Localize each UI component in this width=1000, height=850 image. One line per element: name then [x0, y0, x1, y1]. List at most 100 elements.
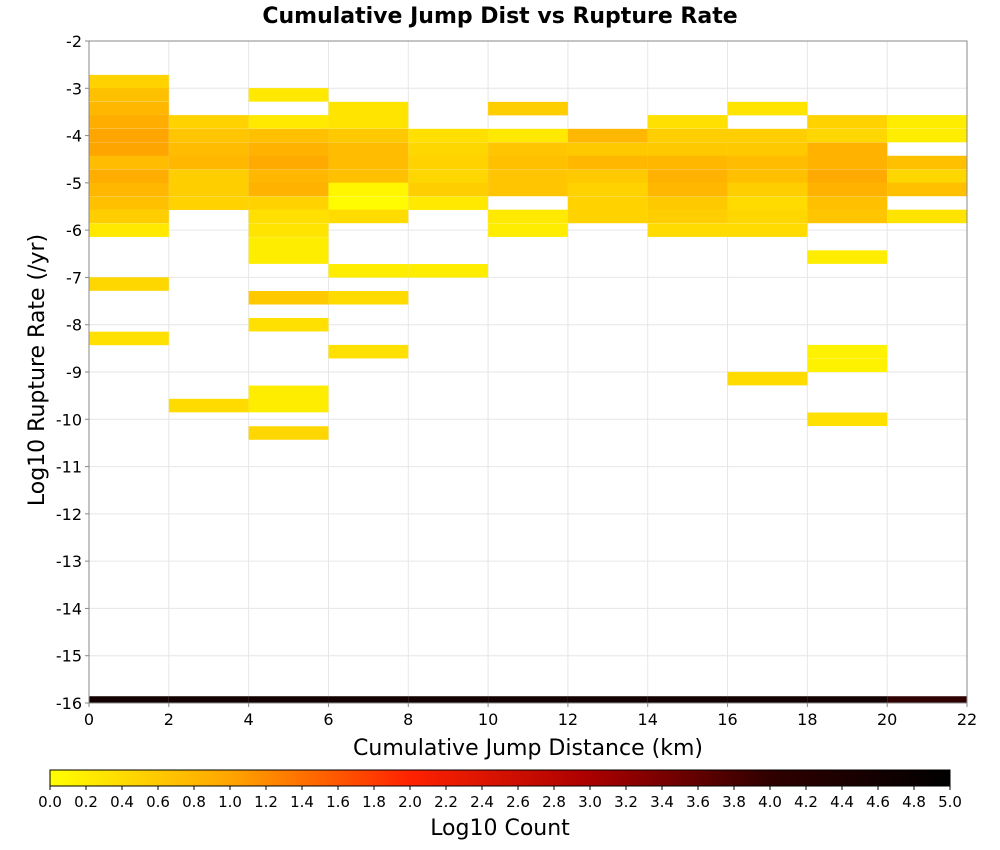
heatmap-cell [807, 250, 888, 264]
y-tick-label: -7 [66, 268, 82, 287]
colorbar-tick-label: 3.2 [614, 793, 638, 811]
heatmap-cell [89, 196, 169, 210]
chart-title: Cumulative Jump Dist vs Rupture Rate [262, 4, 737, 29]
heatmap-cell [168, 398, 249, 413]
heatmap-cell [408, 696, 489, 703]
heatmap-cell [89, 209, 169, 224]
colorbar-tick-label: 2.6 [506, 793, 530, 811]
heatmap-cell [727, 128, 808, 143]
colorbar-tick-label: 4.6 [866, 793, 890, 811]
heatmap-cell [727, 142, 808, 157]
colorbar-tick-label: 2.0 [398, 793, 422, 811]
heatmap-cell [807, 182, 888, 197]
heatmap-cell [727, 371, 808, 386]
x-tick-label: 0 [84, 710, 94, 729]
heatmap-cell [328, 182, 409, 197]
heatmap-cell [89, 88, 169, 102]
y-tick-label: -5 [66, 174, 82, 193]
heatmap-cell [408, 182, 489, 197]
y-tick-label: -11 [56, 458, 82, 477]
heatmap-cell [248, 155, 329, 170]
heatmap-cell [647, 115, 728, 129]
heatmap-cell [328, 169, 409, 183]
heatmap-cell [647, 182, 728, 197]
x-axis-label: Cumulative Jump Distance (km) [353, 736, 703, 761]
x-tick-label: 18 [797, 710, 817, 729]
heatmap-cell [488, 128, 568, 143]
heatmap-cell [89, 128, 169, 143]
heatmap-cell [807, 209, 888, 224]
heatmap-cell [807, 142, 888, 157]
x-tick-label: 4 [244, 710, 254, 729]
heatmap-cell [727, 196, 808, 210]
heatmap-cell [168, 169, 249, 183]
y-tick-label: -13 [56, 552, 82, 571]
heatmap-cell [408, 142, 489, 157]
x-tick-label: 22 [957, 710, 977, 729]
y-tick-label: -9 [66, 363, 82, 382]
heatmap-cell [567, 155, 648, 170]
heatmap-cell [408, 128, 489, 143]
heatmap-cell [89, 115, 169, 129]
heatmap-cell [328, 344, 409, 359]
heatmap-cell [567, 196, 648, 210]
heatmap-cell [89, 277, 169, 291]
x-tick-label: 16 [717, 710, 737, 729]
colorbar-tick-label: 2.8 [542, 793, 566, 811]
heatmap-cell [168, 142, 249, 157]
heatmap-cell [567, 128, 648, 143]
heatmap-cell [248, 169, 329, 183]
colorbar-tick-label: 0.8 [182, 793, 206, 811]
y-tick-label: -8 [66, 316, 82, 335]
heatmap-cell [887, 128, 967, 143]
colorbar-tick-label: 1.6 [326, 793, 350, 811]
heatmap-cell [647, 155, 728, 170]
y-tick-label: -6 [66, 221, 82, 240]
heatmap-cell [168, 182, 249, 197]
heatmap-cell [647, 169, 728, 183]
heatmap-cell [727, 101, 808, 116]
heatmap-cell [89, 331, 169, 346]
heatmap-cell [168, 128, 249, 143]
heatmap-cell [328, 101, 409, 116]
heatmap-cell [488, 696, 568, 703]
colorbar-tick-label: 3.0 [578, 793, 602, 811]
heatmap-cell [488, 142, 568, 157]
heatmap-cell [727, 223, 808, 237]
heatmap-cell [168, 115, 249, 129]
heatmap-cell [647, 696, 728, 703]
heatmap-cell [807, 696, 888, 703]
heatmap-cell [168, 696, 249, 703]
heatmap-cell [488, 182, 568, 197]
colorbar-tick-label: 3.8 [722, 793, 746, 811]
y-tick-label: -14 [56, 599, 82, 618]
colorbar-tick-label: 1.4 [290, 793, 314, 811]
heatmap-cell [328, 155, 409, 170]
heatmap-cell [727, 696, 808, 703]
colorbar-tick-label: 4.2 [794, 793, 818, 811]
heatmap-cell [89, 101, 169, 116]
heatmap-cell [89, 223, 169, 237]
colorbar-tick-label: 4.8 [902, 793, 926, 811]
heatmap-cell [248, 398, 329, 413]
y-tick-label: -2 [66, 32, 82, 51]
colorbar [49, 769, 951, 787]
heatmap-cell [647, 128, 728, 143]
colorbar-tick-label: 1.2 [254, 793, 278, 811]
heatmap-cell [408, 196, 489, 210]
y-tick-label: -4 [66, 127, 82, 146]
colorbar-tick-label: 0.6 [146, 793, 170, 811]
heatmap-cell [887, 182, 967, 197]
heatmap-cell [328, 142, 409, 157]
heatmap-cell [807, 358, 888, 373]
x-tick-label: 10 [478, 710, 498, 729]
colorbar-tick-label: 2.4 [470, 793, 494, 811]
heatmap-cell [89, 182, 169, 197]
colorbar-tick-label: 4.4 [830, 793, 854, 811]
heatmap-cell [887, 155, 967, 170]
heatmap-cell [807, 412, 888, 427]
x-tick-label: 8 [403, 710, 413, 729]
heatmap-cell [328, 115, 409, 129]
heatmap-cell [168, 155, 249, 170]
heatmap-cell [488, 209, 568, 224]
